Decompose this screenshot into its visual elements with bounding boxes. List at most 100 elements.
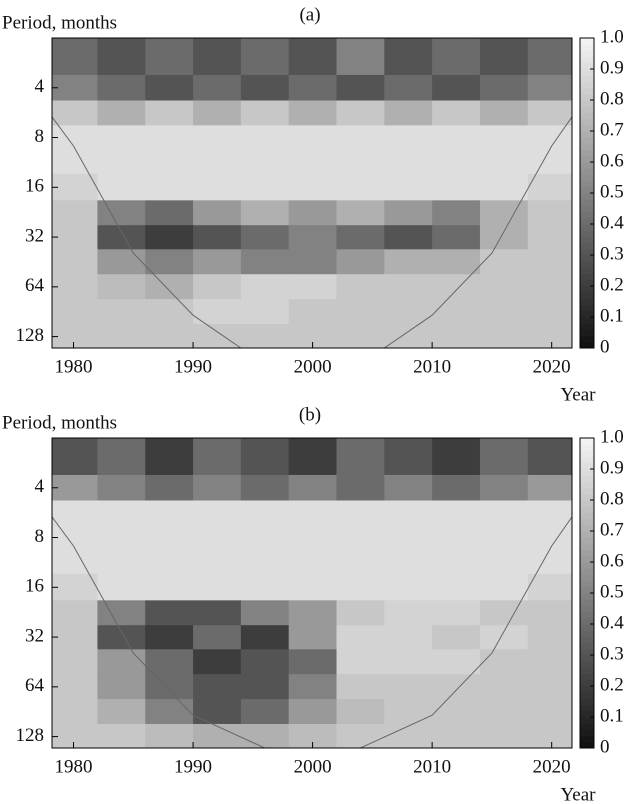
heat-cell: [336, 225, 385, 250]
colorbar-step: [580, 180, 594, 188]
heat-cell: [479, 500, 529, 526]
heat-cell: [336, 674, 385, 700]
heat-cell: [384, 125, 433, 150]
heat-cell: [479, 74, 529, 101]
colorbar-step: [580, 69, 594, 76]
heat-cell: [145, 600, 194, 626]
colorbar-step: [580, 279, 594, 287]
heat-cell: [479, 225, 529, 250]
heat-cell: [240, 299, 290, 325]
colorbar-step: [580, 155, 594, 163]
colorbar-step: [580, 735, 594, 743]
panel-title: (a): [299, 4, 320, 25]
heat-cell: [336, 125, 385, 150]
heat-cell: [336, 148, 385, 175]
heat-cell: [479, 474, 529, 501]
colorbar-step: [580, 661, 594, 668]
y-tick-label: 32: [25, 225, 44, 246]
heat-cell: [145, 38, 194, 76]
heat-cell: [336, 474, 385, 501]
heat-cell: [384, 100, 433, 126]
colorbar-label: 0.2: [600, 674, 624, 695]
colorbar-step: [580, 273, 594, 281]
heat-cell: [240, 548, 290, 575]
y-tick-label: 8: [35, 126, 45, 147]
colorbar-step: [580, 329, 594, 337]
heat-cell: [145, 438, 194, 476]
heat-cell: [432, 600, 481, 626]
colorbar-step: [580, 304, 594, 312]
y-tick-label: 64: [25, 275, 45, 296]
colorbar-step: [580, 438, 594, 445]
colorbar-step: [580, 611, 594, 619]
x-tick-label: 1990: [174, 756, 212, 777]
heat-cell: [193, 723, 242, 748]
x-tick-label: 2020: [533, 356, 571, 377]
colorbar-step: [580, 341, 594, 349]
heat-cell: [240, 500, 290, 526]
heat-cell: [336, 299, 385, 325]
colorbar-label: 0.9: [600, 457, 624, 478]
heat-cell: [288, 38, 338, 76]
heat-cell: [336, 649, 385, 675]
colorbar-step: [580, 537, 594, 544]
heat-cell: [479, 548, 529, 575]
heat-cell: [384, 500, 433, 526]
heat-cell: [479, 438, 529, 476]
heat-cell: [193, 173, 242, 201]
heat-cell: [527, 323, 572, 348]
heat-cell: [479, 249, 529, 275]
heat-cell: [240, 274, 290, 300]
colorbar-step: [580, 568, 594, 575]
heat-cell: [384, 625, 433, 650]
colorbar-step: [580, 174, 594, 182]
heat-cell: [193, 525, 242, 550]
colorbar-step: [580, 112, 594, 120]
colorbar-label: 0.8: [600, 488, 624, 509]
heat-cell: [432, 625, 481, 650]
heat-cell: [240, 625, 290, 650]
heat-cell: [479, 600, 529, 626]
heat-cell: [432, 548, 481, 575]
heat-cell: [479, 200, 529, 226]
heat-cell: [240, 674, 290, 700]
heat-cell: [240, 649, 290, 675]
heat-cell: [527, 573, 572, 601]
colorbar-label: 1.0: [600, 426, 624, 447]
heat-cell: [52, 225, 98, 250]
x-tick-label: 2010: [413, 756, 451, 777]
heat-cell: [336, 323, 385, 348]
heat-cell: [336, 699, 385, 725]
colorbar-step: [580, 555, 594, 563]
colorbar-step: [580, 211, 594, 219]
heat-cell: [240, 438, 290, 476]
colorbar-step: [580, 512, 594, 520]
colorbar-label: 0.3: [600, 643, 624, 664]
heat-cell: [240, 125, 290, 150]
heat-cell: [288, 274, 338, 300]
heat-cell: [97, 649, 146, 675]
heat-cell: [52, 274, 98, 300]
heat-cell: [193, 148, 242, 175]
heat-cell: [527, 625, 572, 650]
heat-cell: [527, 100, 572, 126]
heat-cell: [336, 249, 385, 275]
colorbar-step: [580, 493, 594, 501]
heat-cell: [384, 438, 433, 476]
y-tick-label: 64: [25, 675, 45, 696]
heat-cell: [288, 600, 338, 626]
heat-cell: [432, 249, 481, 275]
heat-cell: [288, 500, 338, 526]
heat-cell: [52, 674, 98, 700]
heat-cell: [384, 723, 433, 748]
heat-cell: [52, 723, 98, 748]
colorbar-step: [580, 310, 594, 318]
heat-cell: [432, 100, 481, 126]
colorbar-step: [580, 44, 594, 51]
heat-cell: [193, 600, 242, 626]
heat-cell: [97, 38, 146, 76]
colorbar-step: [580, 518, 594, 526]
heat-cell: [479, 723, 529, 748]
colorbar-step: [580, 323, 594, 330]
